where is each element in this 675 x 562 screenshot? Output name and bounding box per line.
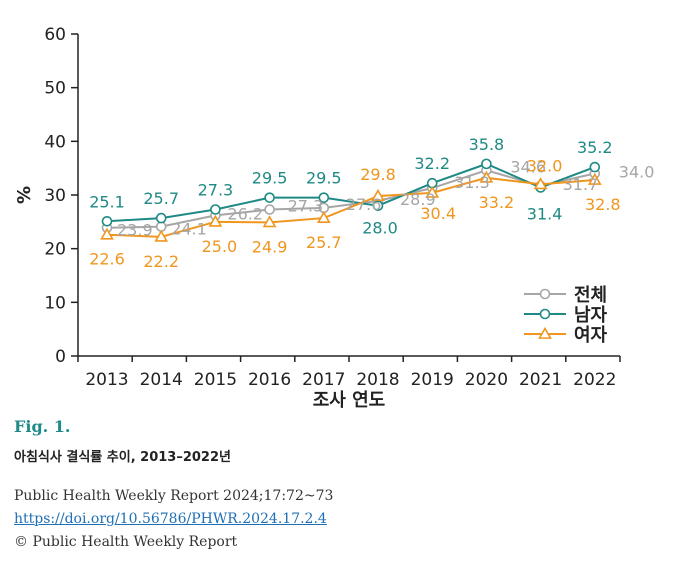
data-label: 29.5 [306,169,342,188]
copyright: © Public Health Weekly Report [14,534,238,550]
y-tick-label: 60 [44,25,66,45]
data-label: 31.3 [454,173,490,192]
data-label: 25.0 [202,237,238,256]
data-label: 31.7 [563,175,599,194]
data-label: 25.7 [306,233,342,252]
line-chart: 0 10 20 30 40 50 60 2013 2014 2015 2016 2017 2018 201… [14,25,654,410]
data-point [479,170,494,183]
data-label: 35.2 [577,138,613,157]
data-point [371,188,385,201]
data-label: 23.9 [117,221,153,240]
data-label: 32.8 [585,195,621,214]
data-point [587,172,602,185]
data-point [589,161,601,173]
data-point [372,200,384,212]
chart-series [100,158,602,242]
x-tick-label: 2017 [302,370,345,390]
data-label: 32.0 [527,156,563,175]
x-tick-label: 2013 [85,370,128,390]
data-point [208,214,223,227]
x-tick-label: 2015 [194,370,237,390]
y-tick-label: 30 [44,186,66,206]
series-line-2 [106,162,596,223]
data-label: 34.6 [510,157,546,176]
data-label: 29.8 [360,165,396,184]
citation: Public Health Weekly Report 2024;17:72~7… [14,488,334,504]
x-tick-label: 2020 [465,370,508,390]
chart-data-labels: 23.9 24.1 26.2 27.3 27.6 28.9 31.3 34.6 31.7 34.0… [89,135,654,271]
data-point [533,177,548,190]
data-label: 31.4 [527,204,563,223]
data-point [101,215,113,227]
data-label: 28.0 [362,219,398,238]
legend-marker [539,288,551,300]
series-line-1 [106,169,596,229]
data-label: 32.2 [414,154,450,173]
y-tick-label: 0 [55,347,66,367]
data-label: 26.2 [227,204,263,223]
y-tick-label: 50 [44,79,66,99]
y-axis-title: % [14,186,35,204]
data-label: 29.5 [252,169,288,188]
data-label: 25.7 [143,189,179,208]
data-label: 28.9 [400,190,436,209]
doi-link[interactable]: https://doi.org/10.56786/PHWR.2024.17.2.… [14,511,327,527]
data-label: 34.0 [619,163,655,182]
x-tick-label: 2016 [248,370,291,390]
data-label: 22.2 [143,252,179,271]
data-label: 30.4 [420,204,456,223]
data-point [318,192,330,203]
data-point [155,212,167,224]
data-label: 33.2 [479,193,515,212]
x-tick-label: 2014 [140,370,183,390]
data-point [264,204,275,215]
figure-number: Fig. 1. [14,417,71,436]
data-label: 24.1 [171,220,207,239]
y-tick-label: 40 [44,132,66,152]
legend-label: 여자 [574,325,608,346]
legend-label: 전체 [574,285,607,306]
y-tick-label: 20 [44,240,66,260]
x-tick-label: 2018 [356,370,399,390]
data-label: 22.6 [89,250,125,269]
legend-marker [538,326,552,339]
data-label: 27.3 [198,180,234,199]
series-line-3 [106,176,595,238]
data-label: 25.1 [89,192,125,211]
data-point [262,215,277,228]
x-axis-title: 조사 연도 [313,390,386,410]
data-point [425,185,440,198]
data-label: 24.9 [252,237,288,256]
data-label: 35.8 [469,135,505,154]
chart-axes: 0 10 20 30 40 50 60 2013 2014 2015 2016 2017 2018 201… [44,25,621,390]
y-tick-label: 10 [44,293,66,313]
x-tick-label: 2019 [411,370,454,390]
legend-label: 남자 [574,305,608,326]
figure-caption: 아침식사 결식률 추이, 2013–2022년 [14,450,231,465]
x-tick-label: 2021 [519,370,562,390]
data-point [210,204,221,215]
data-point [264,192,275,203]
data-point [481,158,492,170]
data-point [316,210,331,224]
data-point [100,227,114,240]
data-label: 27.3 [288,196,324,215]
x-tick-label: 2022 [573,370,616,390]
legend-marker [539,308,551,320]
data-label: 27.6 [346,195,382,214]
data-point [154,229,169,242]
